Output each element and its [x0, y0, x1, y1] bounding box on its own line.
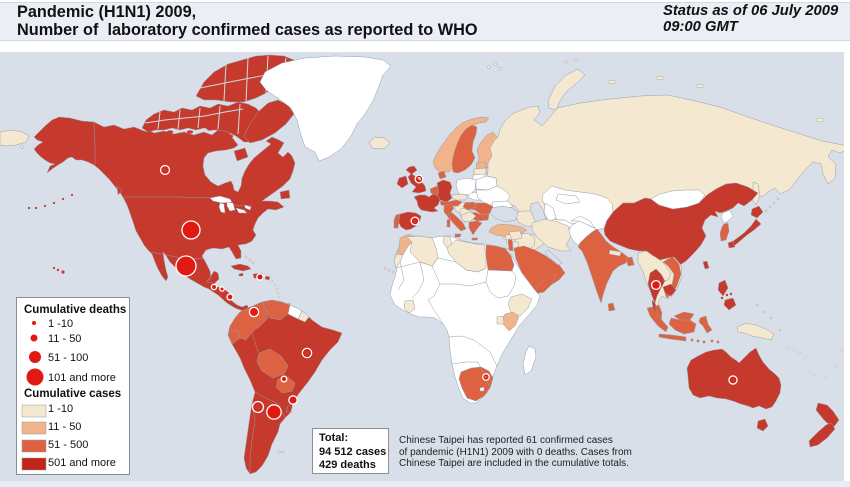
- svg-text:51 - 100: 51 - 100: [48, 352, 88, 364]
- svg-text:11 - 50: 11 - 50: [48, 421, 81, 433]
- svg-text:1 -10: 1 -10: [48, 403, 73, 415]
- svg-text:501 and more: 501 and more: [48, 457, 116, 469]
- svg-text:11 - 50: 11 - 50: [48, 333, 81, 345]
- svg-text:Cumulative cases: Cumulative cases: [24, 388, 121, 400]
- svg-text:101 and more: 101 and more: [48, 372, 116, 384]
- svg-text:1 -10: 1 -10: [48, 318, 73, 330]
- svg-text:Cumulative deaths: Cumulative deaths: [24, 304, 126, 316]
- svg-text:51 - 500: 51 - 500: [48, 439, 88, 451]
